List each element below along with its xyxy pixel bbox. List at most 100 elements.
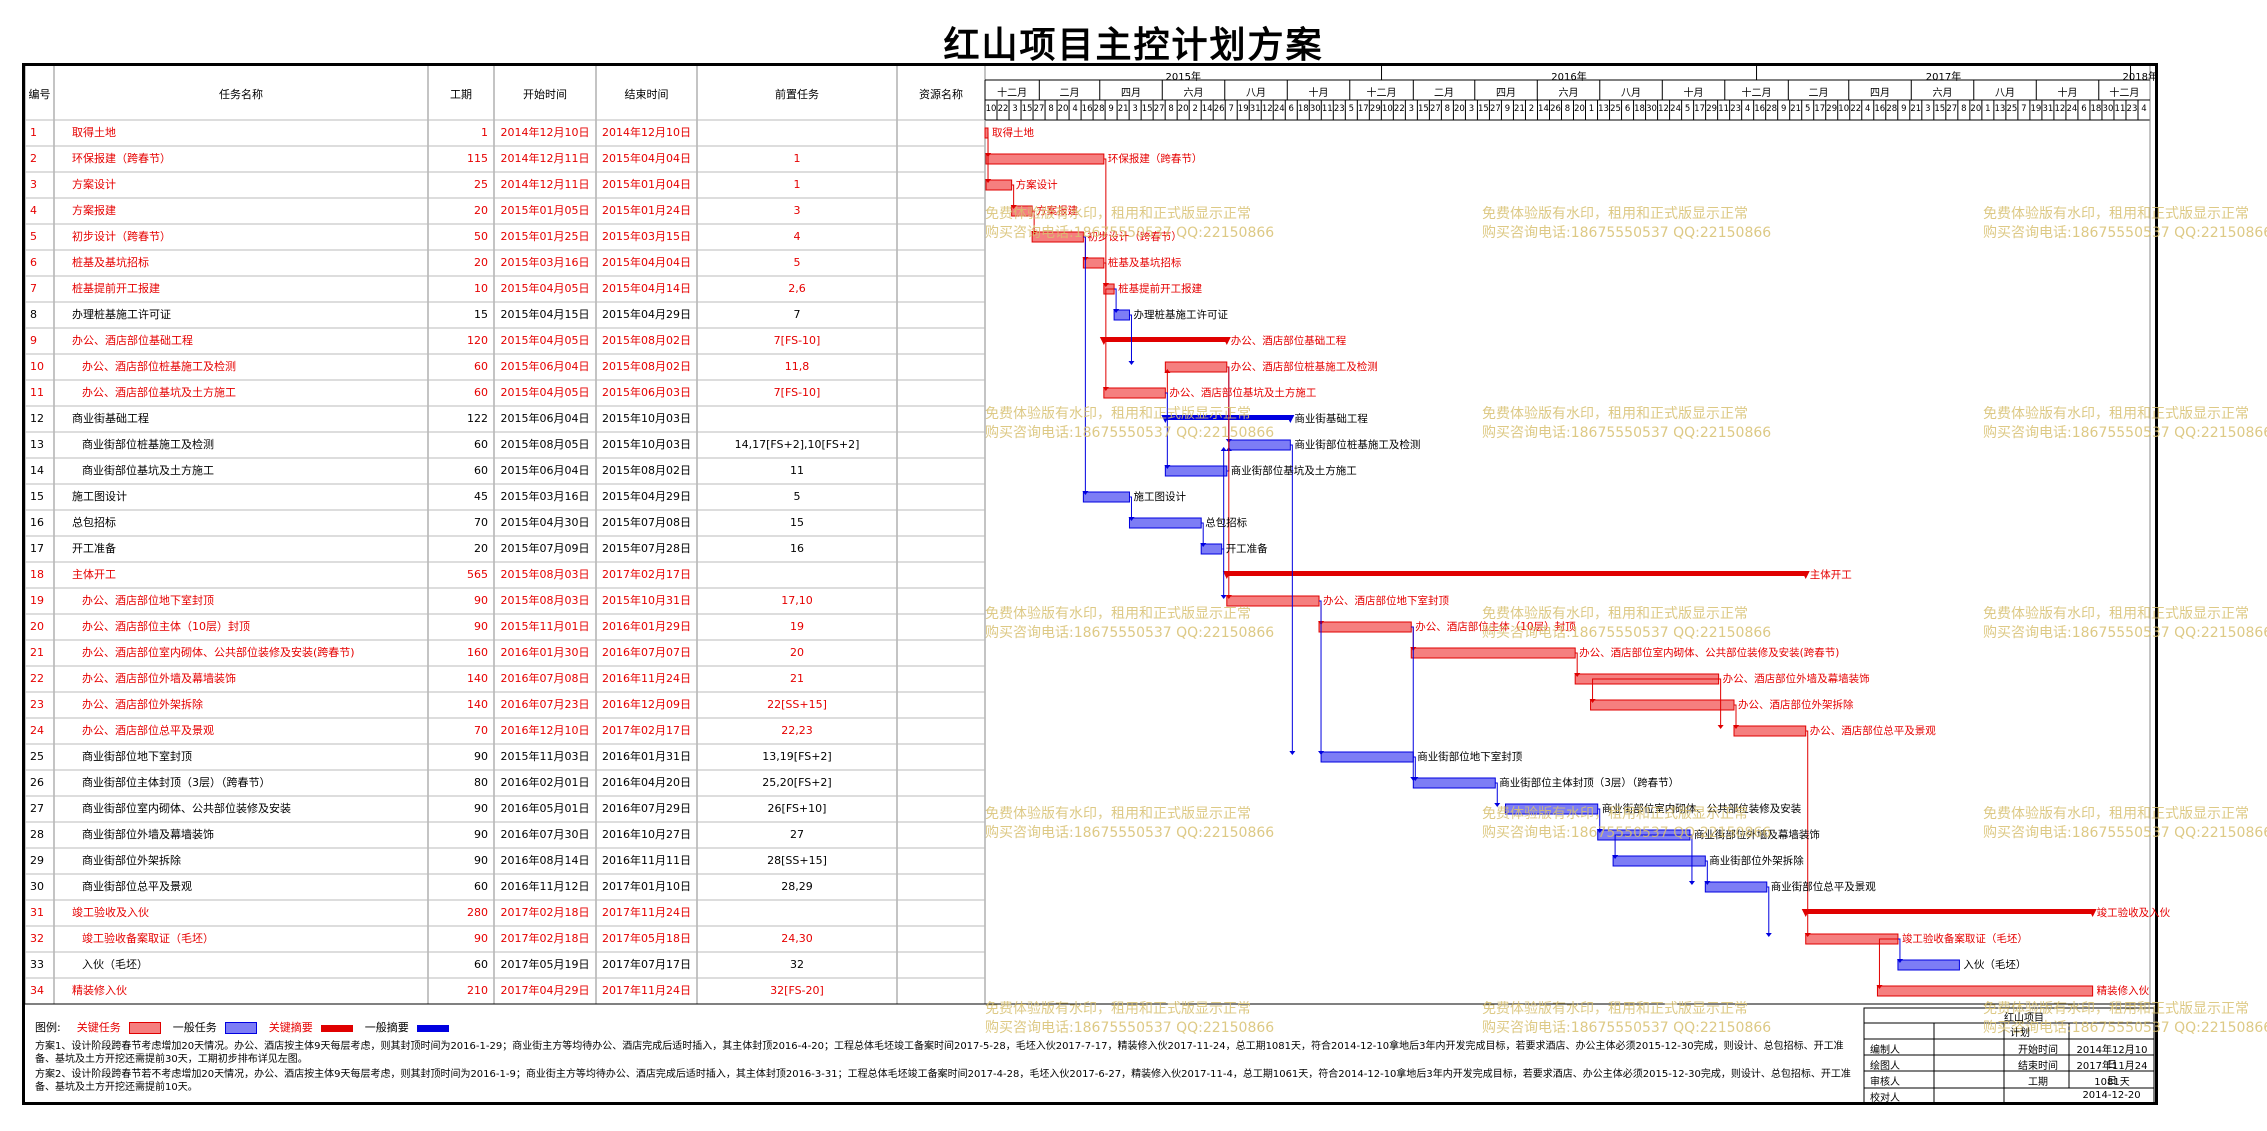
day-label: 25 — [2006, 104, 2018, 114]
task-predecessors: 32 — [790, 958, 804, 971]
task-duration: 20 — [474, 542, 488, 555]
task-name: 商业街部位桩基施工及检测 — [82, 438, 214, 451]
task-predecessors: 5 — [793, 490, 801, 503]
day-label: 23 — [1333, 104, 1345, 114]
task-id: 33 — [30, 958, 44, 971]
legend-critical-summary-swatch — [320, 1024, 353, 1032]
bar-label: 办公、酒店部位主体（10层）封顶 — [1415, 621, 1576, 633]
day-label: 21 — [1910, 104, 1922, 114]
bar-label: 办公、酒店部位总平及景观 — [1809, 725, 1936, 737]
day-label: 20 — [1574, 104, 1585, 114]
day-label: 28 — [1766, 104, 1778, 114]
task-duration: 15 — [474, 308, 488, 321]
dependency-arrow — [1705, 860, 1708, 881]
bar-label: 办理桩基施工许可证 — [1133, 309, 1228, 321]
dependency-arrow — [1411, 626, 1414, 777]
task-end: 2016年12月09日 — [602, 698, 691, 711]
task-duration: 90 — [474, 750, 488, 763]
task-end: 2015年04月04日 — [602, 256, 691, 269]
day-label: 12 — [2054, 104, 2066, 114]
month-label: 二月 — [1059, 88, 1080, 99]
task-name: 商业街部位地下室封顶 — [82, 750, 192, 763]
dependency-arrow — [1614, 834, 1690, 855]
dependency-arrow — [1105, 288, 1115, 387]
day-label: 29 — [1369, 104, 1381, 114]
task-predecessors: 24,30 — [781, 932, 813, 945]
task-start: 2015年01月25日 — [500, 230, 590, 243]
day-label: 11 — [1321, 104, 1333, 114]
task-duration: 20 — [474, 256, 488, 269]
task-duration: 25 — [474, 178, 488, 191]
task-end: 2015年03月15日 — [602, 230, 691, 243]
day-label: 30 — [2102, 104, 2114, 114]
arrow-head — [1220, 447, 1227, 451]
task-predecessors: 11 — [790, 464, 804, 477]
bar-label: 商业街部位室内砌体、公共部位装修及安装 — [1601, 803, 1802, 815]
task-duration: 280 — [467, 906, 488, 919]
day-label: 22 — [1850, 104, 1862, 114]
day-label: 3 — [1132, 104, 1138, 114]
legend-normal-swatch — [224, 1022, 257, 1034]
task-end: 2016年07月29日 — [602, 802, 691, 815]
arrow-head — [1804, 933, 1811, 937]
day-label: 28 — [1886, 104, 1898, 114]
task-start: 2016年05月01日 — [500, 802, 590, 815]
task-start: 2015年06月04日 — [500, 412, 590, 425]
day-label: 18 — [2090, 104, 2102, 114]
task-duration: 45 — [474, 490, 488, 503]
bar-label: 商业街部位总平及景观 — [1770, 881, 1876, 893]
task-name: 商业街部位总平及景观 — [82, 880, 192, 893]
summary-bar — [1165, 415, 1291, 420]
task-end: 2015年08月02日 — [602, 334, 691, 347]
arrow-head — [1128, 517, 1135, 521]
day-label: 20 — [1057, 104, 1069, 114]
month-label: 二月 — [1808, 88, 1829, 99]
task-id: 23 — [30, 698, 44, 711]
day-label: 27 — [1490, 104, 1501, 114]
task-duration: 20 — [474, 204, 488, 217]
bar-label: 商业街部位外架拆除 — [1709, 855, 1804, 867]
task-start: 2015年07月09日 — [500, 542, 590, 555]
task-name: 办公、酒店部位基础工程 — [72, 334, 193, 347]
bar-label: 开工准备 — [1225, 543, 1268, 555]
day-label: 27 — [1153, 104, 1165, 114]
month-label: 四月 — [1496, 88, 1517, 99]
arrow-head — [1688, 881, 1695, 885]
task-start: 2015年08月03日 — [500, 568, 590, 581]
task-id: 26 — [30, 776, 44, 789]
day-label: 15 — [1478, 104, 1489, 114]
day-label: 23 — [1730, 104, 1742, 114]
task-name: 精装修入伙 — [72, 984, 127, 997]
arrow-head — [1574, 673, 1581, 677]
task-duration: 565 — [467, 568, 488, 581]
dependency-arrow — [1718, 678, 1722, 725]
bar-label: 竣工验收备案取证（毛坯） — [1901, 933, 2028, 945]
task-id: 34 — [30, 984, 44, 997]
task-duration: 60 — [474, 880, 488, 893]
day-label: 13 — [1994, 104, 2006, 114]
arrow-head — [1596, 829, 1603, 833]
task-name: 办公、酒店部位桩基施工及检测 — [82, 360, 236, 373]
task-name: 开工准备 — [72, 542, 116, 555]
task-end: 2015年08月02日 — [602, 464, 691, 477]
task-duration: 90 — [474, 932, 488, 945]
day-label: 20 — [1970, 104, 1982, 114]
task-start: 2016年12月10日 — [500, 724, 590, 737]
task-predecessors: 1 — [793, 178, 801, 191]
task-start: 2015年11月03日 — [500, 750, 590, 763]
arrow-head — [1102, 387, 1109, 391]
day-label: 27 — [1429, 104, 1441, 114]
task-id: 13 — [30, 438, 44, 451]
day-label: 30 — [1646, 104, 1657, 114]
task-end: 2016年01月31日 — [602, 750, 691, 763]
header-res: 资源名称 — [919, 88, 963, 101]
task-predecessors: 7[FS-10] — [773, 386, 821, 399]
header-id: 编号 — [28, 88, 51, 101]
day-label: 20 — [1177, 104, 1189, 114]
task-end: 2015年01月04日 — [602, 178, 691, 191]
task-start: 2017年05月19日 — [500, 958, 590, 971]
task-duration: 10 — [474, 282, 488, 295]
day-label: 2 — [1528, 104, 1535, 114]
bar-label: 商业街部位外墙及幕墙装饰 — [1693, 829, 1820, 841]
month-label: 十二月 — [2109, 88, 2140, 99]
